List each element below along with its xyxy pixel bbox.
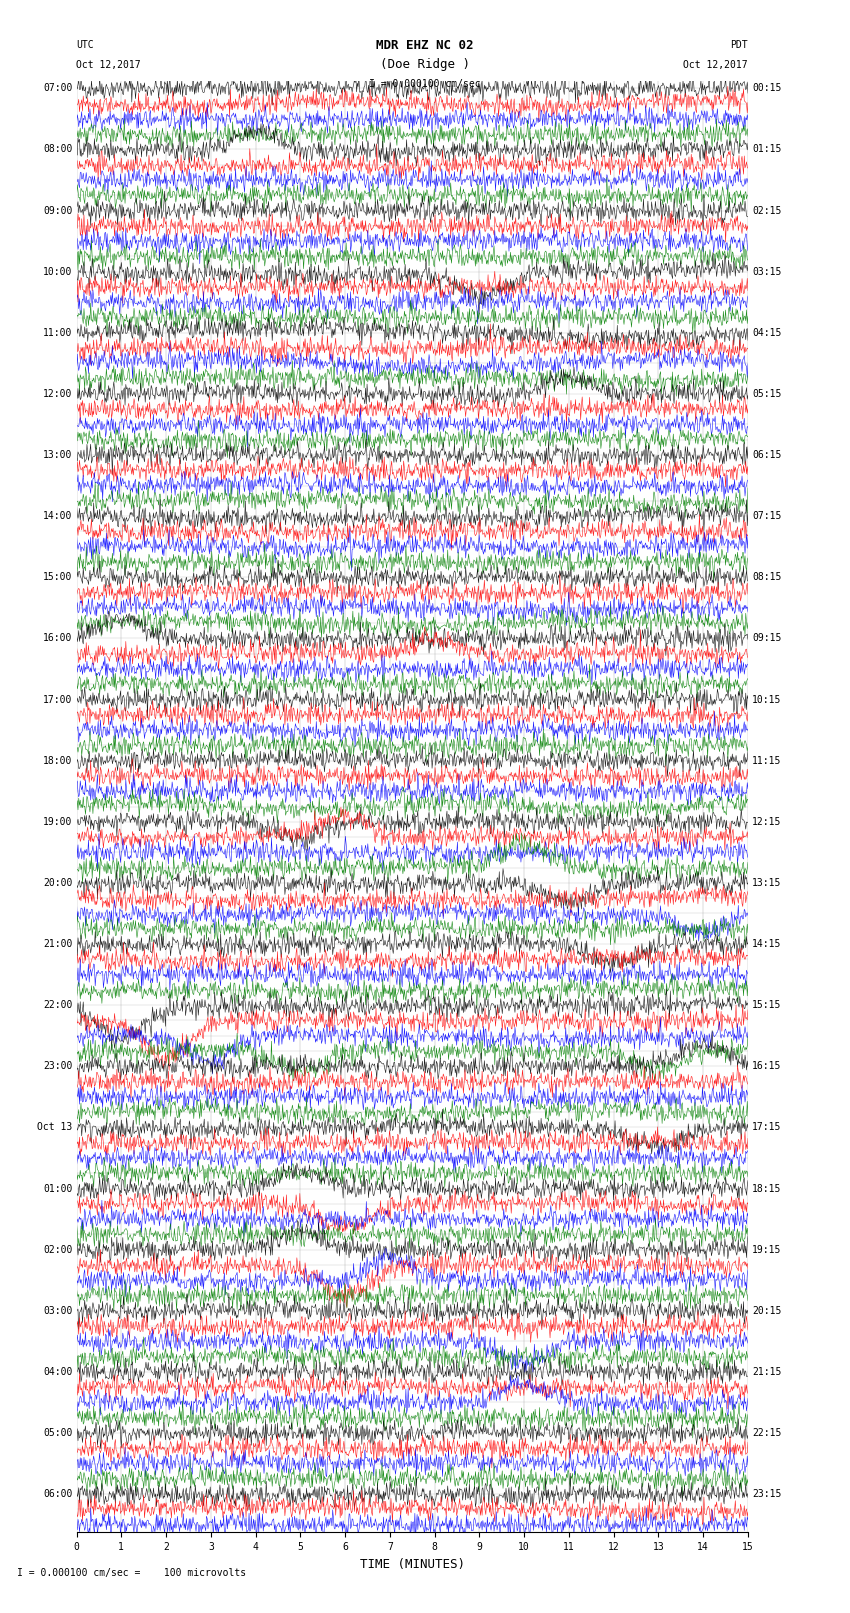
Text: 00:15: 00:15 — [752, 84, 782, 94]
Text: 11:15: 11:15 — [752, 755, 782, 766]
Text: 04:00: 04:00 — [42, 1366, 72, 1378]
Text: 21:15: 21:15 — [752, 1366, 782, 1378]
Text: 02:15: 02:15 — [752, 205, 782, 216]
Text: I = 0.000100 cm/sec: I = 0.000100 cm/sec — [369, 79, 481, 89]
Text: 11:00: 11:00 — [42, 327, 72, 337]
Text: 09:15: 09:15 — [752, 634, 782, 644]
Text: 19:15: 19:15 — [752, 1245, 782, 1255]
Text: 17:00: 17:00 — [42, 695, 72, 705]
Text: 15:15: 15:15 — [752, 1000, 782, 1010]
Text: 22:15: 22:15 — [752, 1428, 782, 1439]
Text: 08:00: 08:00 — [42, 145, 72, 155]
Text: 08:15: 08:15 — [752, 573, 782, 582]
Text: Oct 12,2017: Oct 12,2017 — [683, 60, 748, 69]
Text: 01:15: 01:15 — [752, 145, 782, 155]
Text: 18:00: 18:00 — [42, 755, 72, 766]
Text: 23:15: 23:15 — [752, 1489, 782, 1498]
Text: 02:00: 02:00 — [42, 1245, 72, 1255]
Text: 16:00: 16:00 — [42, 634, 72, 644]
Text: 14:00: 14:00 — [42, 511, 72, 521]
Text: I = 0.000100 cm/sec =    100 microvolts: I = 0.000100 cm/sec = 100 microvolts — [17, 1568, 246, 1578]
Text: 20:15: 20:15 — [752, 1307, 782, 1316]
Text: 09:00: 09:00 — [42, 205, 72, 216]
Text: 10:00: 10:00 — [42, 266, 72, 277]
Text: 16:15: 16:15 — [752, 1061, 782, 1071]
Text: 19:00: 19:00 — [42, 816, 72, 827]
Text: Oct 13: Oct 13 — [37, 1123, 72, 1132]
Text: 03:00: 03:00 — [42, 1307, 72, 1316]
Text: 06:15: 06:15 — [752, 450, 782, 460]
Text: MDR EHZ NC 02: MDR EHZ NC 02 — [377, 39, 473, 52]
Text: 13:00: 13:00 — [42, 450, 72, 460]
Text: 18:15: 18:15 — [752, 1184, 782, 1194]
Text: 06:00: 06:00 — [42, 1489, 72, 1498]
X-axis label: TIME (MINUTES): TIME (MINUTES) — [360, 1558, 465, 1571]
Text: 04:15: 04:15 — [752, 327, 782, 337]
Text: UTC: UTC — [76, 40, 94, 50]
Text: 10:15: 10:15 — [752, 695, 782, 705]
Text: 05:00: 05:00 — [42, 1428, 72, 1439]
Text: 23:00: 23:00 — [42, 1061, 72, 1071]
Text: 07:15: 07:15 — [752, 511, 782, 521]
Text: 17:15: 17:15 — [752, 1123, 782, 1132]
Text: (Doe Ridge ): (Doe Ridge ) — [380, 58, 470, 71]
Text: 05:15: 05:15 — [752, 389, 782, 398]
Text: 20:00: 20:00 — [42, 877, 72, 887]
Text: PDT: PDT — [730, 40, 748, 50]
Text: 22:00: 22:00 — [42, 1000, 72, 1010]
Text: 07:00: 07:00 — [42, 84, 72, 94]
Text: 12:15: 12:15 — [752, 816, 782, 827]
Text: 13:15: 13:15 — [752, 877, 782, 887]
Text: 21:00: 21:00 — [42, 939, 72, 948]
Text: 03:15: 03:15 — [752, 266, 782, 277]
Text: 01:00: 01:00 — [42, 1184, 72, 1194]
Text: 14:15: 14:15 — [752, 939, 782, 948]
Text: Oct 12,2017: Oct 12,2017 — [76, 60, 141, 69]
Text: 12:00: 12:00 — [42, 389, 72, 398]
Text: 15:00: 15:00 — [42, 573, 72, 582]
